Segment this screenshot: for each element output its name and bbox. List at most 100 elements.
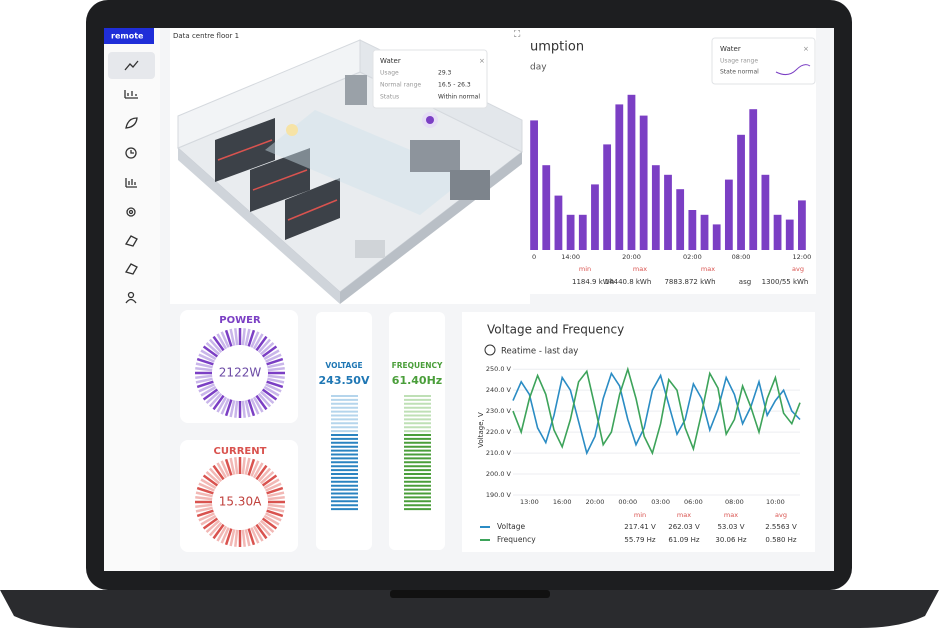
bar <box>542 165 551 250</box>
gauge-tick <box>224 458 233 476</box>
stat-value: 14440.8 kWh <box>605 278 652 286</box>
popup-val: Within normal <box>438 94 480 101</box>
popup-key: Status <box>380 94 399 101</box>
gauge-tick <box>212 335 225 352</box>
popup-val: 16.5 - 26.3 <box>438 82 471 89</box>
y-tick-label: 210.0 V <box>486 449 512 457</box>
gauge-tick <box>255 464 268 481</box>
gauge-tick <box>216 462 228 479</box>
gauge-tick <box>195 491 213 498</box>
gauge-tick <box>198 353 215 363</box>
gauge-tick <box>241 328 246 346</box>
gauge-tick <box>196 486 214 495</box>
gauge-tick <box>205 470 221 485</box>
gauge-tick <box>266 486 284 495</box>
bar <box>737 134 745 250</box>
stat-value: 0.580 Hz <box>765 536 797 544</box>
gauge-tick <box>244 328 251 346</box>
x-tick-label: 14:00 <box>561 253 580 261</box>
gauge-tick <box>252 462 264 479</box>
x-tick-label: 20:00 <box>622 253 641 261</box>
gauge-tick <box>267 503 285 508</box>
consumption-popup <box>711 37 816 85</box>
stat-value: asg <box>739 278 751 286</box>
stat-value: 55.79 Hz <box>624 536 656 544</box>
stat-value: 2.5563 V <box>765 523 797 531</box>
gauge-tick <box>195 496 213 501</box>
bar <box>554 195 563 250</box>
gauge-tick <box>202 345 219 358</box>
popup-row: Usage range <box>720 58 758 65</box>
expand-icon[interactable]: ⛶ <box>513 29 521 40</box>
brand-box <box>104 28 154 44</box>
popup-title: Water <box>380 57 401 65</box>
voltage-label: VOLTAGE <box>325 361 362 370</box>
gauge-tick <box>216 333 228 350</box>
vf-subtitle: Reatime - last day <box>501 347 578 357</box>
gauge-tick <box>266 509 284 518</box>
legend-label: Frequency <box>497 535 536 544</box>
gauge-tick <box>195 367 213 372</box>
consumption-title: umption <box>530 40 584 55</box>
bar <box>664 174 672 250</box>
vf-title: Voltage and Frequency <box>487 323 624 337</box>
gauge-tick <box>202 388 219 401</box>
gauge-tick <box>265 512 282 522</box>
gauge-tick <box>259 390 275 405</box>
gauge-tick <box>267 374 285 379</box>
gauge-tick <box>247 329 256 347</box>
popup-close[interactable]: × <box>479 57 485 65</box>
gauge-tick <box>200 349 217 361</box>
bar <box>773 214 782 250</box>
gauge-tick <box>263 514 280 526</box>
bar <box>651 165 660 250</box>
x-tick-label: 06:00 <box>684 498 703 506</box>
stat-label: max <box>633 265 647 273</box>
gauge-tick <box>252 525 264 542</box>
gauge-tick <box>220 398 230 415</box>
gauge-tick <box>259 341 275 356</box>
gauge-tick <box>263 478 280 490</box>
gauge-tick <box>257 521 272 537</box>
stat-value: 262.03 V <box>668 523 700 531</box>
gauge-tick <box>208 467 223 483</box>
x-tick-label: 20:00 <box>586 498 605 506</box>
gauge-tick <box>267 496 285 501</box>
x-tick-label: 16:00 <box>553 498 572 506</box>
bar <box>530 120 538 251</box>
stat-label: max <box>724 511 738 519</box>
bar <box>615 104 624 251</box>
gauge-tick <box>247 399 256 417</box>
gauge-tick <box>224 528 233 546</box>
bar <box>700 214 709 250</box>
gauge-tick <box>229 328 236 346</box>
popup-close[interactable]: × <box>803 45 809 53</box>
gauge-tick <box>244 457 251 475</box>
laptop-base <box>0 590 939 628</box>
series-line <box>512 371 801 456</box>
y-tick-label: 240.0 V <box>486 386 512 394</box>
gauge-tick <box>208 521 223 537</box>
series-line <box>512 366 801 456</box>
gauge-tick <box>195 377 213 384</box>
bar <box>688 210 697 250</box>
gauge-tick <box>220 527 230 544</box>
stat-value: 53.03 V <box>717 523 744 531</box>
stat-value: 7883.872 kWh <box>664 278 715 286</box>
power-value: 2122W <box>219 366 262 380</box>
nav-icons[interactable] <box>124 60 139 304</box>
clock-icon <box>484 344 496 356</box>
popup-key: Usage <box>380 70 399 77</box>
gauge-tick <box>250 331 260 348</box>
gauge-tick <box>241 400 246 418</box>
gauge-tick <box>259 470 275 485</box>
x-tick-label: 12:00 <box>793 253 812 261</box>
bar <box>603 144 612 250</box>
gauge-tick <box>229 400 236 418</box>
gauge-tick <box>252 333 264 350</box>
gauge-tick <box>220 460 230 477</box>
bar <box>724 179 733 250</box>
stat-value: 1184.9 kWh <box>572 278 614 286</box>
gauge-tick <box>220 331 230 348</box>
